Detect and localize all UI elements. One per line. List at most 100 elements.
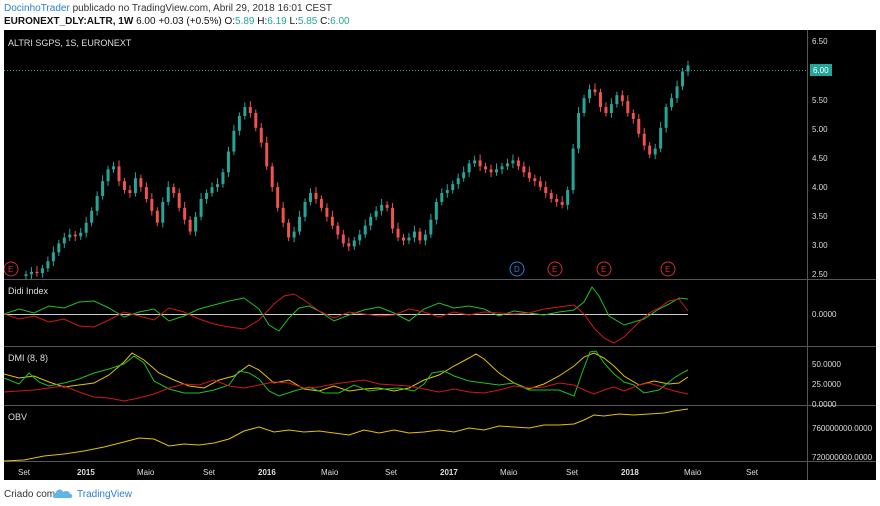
candle-body bbox=[369, 216, 373, 226]
candle-body bbox=[221, 172, 225, 185]
price-tick-label: 4.00 bbox=[812, 183, 828, 192]
time-tick-label: Set bbox=[203, 468, 216, 477]
time-tick-label: Maio bbox=[321, 468, 339, 477]
candle-body bbox=[40, 268, 44, 274]
candle-body bbox=[620, 95, 624, 102]
earnings-marker[interactable]: E bbox=[596, 261, 612, 277]
earnings-marker[interactable]: E bbox=[3, 261, 19, 277]
candle-body bbox=[440, 193, 444, 202]
time-tick-label: Set bbox=[746, 468, 759, 477]
candle-body bbox=[593, 89, 597, 93]
candle-body bbox=[347, 243, 351, 247]
high-label: H: bbox=[257, 16, 268, 27]
footer: Criado com TradingView bbox=[0, 482, 880, 506]
dividend-marker[interactable]: D bbox=[509, 261, 525, 277]
candle-body bbox=[161, 201, 165, 223]
created-with-label: Criado com bbox=[4, 489, 56, 500]
tradingview-link[interactable]: TradingView bbox=[77, 489, 133, 500]
candle-body bbox=[538, 181, 542, 188]
candle-body bbox=[637, 118, 641, 134]
candle-body bbox=[29, 271, 33, 275]
candle-body bbox=[314, 193, 318, 199]
candle-body bbox=[84, 222, 88, 233]
candle-body bbox=[642, 133, 646, 146]
candle-body bbox=[166, 187, 170, 202]
price-tick-label: 2.50 bbox=[812, 270, 828, 279]
candle-body bbox=[402, 237, 406, 241]
candle-body bbox=[199, 198, 203, 217]
svg-text:E: E bbox=[601, 265, 606, 274]
candle-body bbox=[598, 92, 602, 108]
candle-body bbox=[101, 181, 105, 196]
obv-tick-label: 720000000.0000 bbox=[812, 453, 873, 462]
obv-line bbox=[3, 408, 689, 462]
candle-body bbox=[374, 210, 378, 217]
svg-text:E: E bbox=[552, 265, 557, 274]
didi-pane-title: Didi Index bbox=[8, 286, 49, 296]
candle-body bbox=[210, 187, 214, 194]
candle-body bbox=[308, 193, 312, 202]
time-tick-label: Maio bbox=[500, 468, 518, 477]
candle-body bbox=[434, 201, 438, 220]
candle-body bbox=[215, 184, 219, 188]
candle-body bbox=[68, 234, 72, 238]
dmi-tick-label: 50.0000 bbox=[812, 360, 841, 369]
time-tick-label: Maio bbox=[137, 468, 155, 477]
chart-area[interactable]: ALTRI SGPS, 1S, EURONEXT Didi Index DMI … bbox=[3, 30, 876, 480]
candle-body bbox=[407, 237, 411, 241]
candle-body bbox=[451, 184, 455, 191]
candle-body bbox=[281, 207, 285, 223]
candle-body bbox=[533, 178, 537, 182]
candle-body bbox=[330, 216, 334, 226]
price-tick-label: 4.50 bbox=[812, 154, 828, 163]
low-label: L: bbox=[289, 16, 298, 27]
candle-body bbox=[631, 113, 635, 119]
candle-body bbox=[582, 98, 586, 113]
candle-body bbox=[609, 104, 613, 113]
event-markers: E D E E E bbox=[3, 261, 676, 277]
earnings-marker[interactable]: E bbox=[547, 261, 563, 277]
candle-body bbox=[560, 201, 564, 205]
candle-body bbox=[303, 201, 307, 217]
price-tick-label: 6.50 bbox=[812, 37, 828, 46]
candle-body bbox=[412, 231, 416, 238]
candle-body bbox=[259, 127, 263, 143]
price-tick-label: 5.00 bbox=[812, 125, 828, 134]
earnings-marker[interactable]: E bbox=[660, 261, 676, 277]
publish-info: DocinhoTrader publicado no TradingView.c… bbox=[4, 3, 332, 14]
candle-body bbox=[95, 196, 99, 211]
close-value: 6.00 bbox=[330, 16, 350, 27]
candle-body bbox=[495, 169, 499, 173]
candle-body bbox=[478, 160, 482, 167]
candle-body bbox=[615, 95, 619, 105]
dmi-green-line bbox=[3, 350, 689, 397]
candle-body bbox=[150, 198, 154, 211]
price-axis: 6.50 5.50 5.00 4.50 4.00 3.50 3.00 2.50 bbox=[812, 37, 828, 279]
candle-body bbox=[172, 187, 176, 194]
dmi-tick-label: 0.0000 bbox=[812, 400, 837, 409]
candle-body bbox=[276, 187, 280, 208]
obv-tick-label: 760000000.0000 bbox=[812, 424, 873, 433]
last-price-tag bbox=[810, 64, 832, 76]
candle-body bbox=[664, 107, 668, 128]
candle-body bbox=[670, 98, 674, 108]
candle-body bbox=[205, 193, 209, 199]
close-label: C: bbox=[320, 16, 331, 27]
candle-body bbox=[544, 187, 548, 194]
candle-body bbox=[73, 234, 77, 237]
time-tick-label: Set bbox=[385, 468, 398, 477]
candle-body bbox=[319, 198, 323, 208]
open-label: O: bbox=[224, 16, 236, 27]
author-link[interactable]: DocinhoTrader bbox=[4, 3, 70, 14]
time-tick-label: 2016 bbox=[258, 468, 276, 477]
chart-svg[interactable]: ALTRI SGPS, 1S, EURONEXT Didi Index DMI … bbox=[3, 30, 876, 480]
candle-body bbox=[489, 169, 493, 173]
didi-green-line bbox=[3, 286, 689, 332]
svg-text:D: D bbox=[514, 265, 520, 274]
candle-body bbox=[226, 151, 230, 173]
candle-body bbox=[385, 204, 389, 208]
dmi-axis: 50.0000 25.0000 0.0000 bbox=[812, 360, 841, 409]
dmi-red-line bbox=[3, 379, 689, 402]
candle-body bbox=[287, 222, 291, 238]
publish-date: publicado no TradingView.com, Abril 29, … bbox=[72, 3, 332, 14]
